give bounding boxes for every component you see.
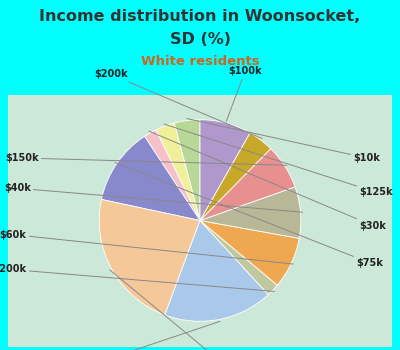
Wedge shape [174, 120, 200, 220]
Wedge shape [144, 130, 200, 220]
Wedge shape [200, 220, 299, 285]
Wedge shape [200, 133, 271, 220]
Wedge shape [200, 187, 301, 238]
Wedge shape [200, 220, 277, 295]
Text: $100k: $100k [226, 66, 262, 121]
Text: Income distribution in Woonsocket,: Income distribution in Woonsocket, [39, 9, 361, 24]
Text: $60k: $60k [0, 230, 293, 264]
Text: $10k: $10k [187, 119, 380, 163]
Wedge shape [156, 123, 200, 220]
Text: $125k: $125k [164, 124, 393, 197]
Wedge shape [102, 136, 200, 220]
Text: $50k: $50k [81, 321, 220, 350]
Wedge shape [200, 120, 250, 220]
Text: $30k: $30k [149, 131, 386, 231]
Text: > $200k: > $200k [0, 264, 274, 292]
Wedge shape [99, 199, 200, 315]
Text: $20k: $20k [110, 270, 249, 350]
Text: $150k: $150k [5, 153, 287, 165]
Text: $75k: $75k [115, 162, 383, 268]
Wedge shape [200, 149, 295, 220]
Text: $40k: $40k [4, 183, 302, 212]
Text: SD (%): SD (%) [170, 32, 230, 47]
Text: $200k: $200k [94, 69, 262, 139]
Text: White residents: White residents [141, 55, 259, 68]
Wedge shape [165, 220, 268, 321]
